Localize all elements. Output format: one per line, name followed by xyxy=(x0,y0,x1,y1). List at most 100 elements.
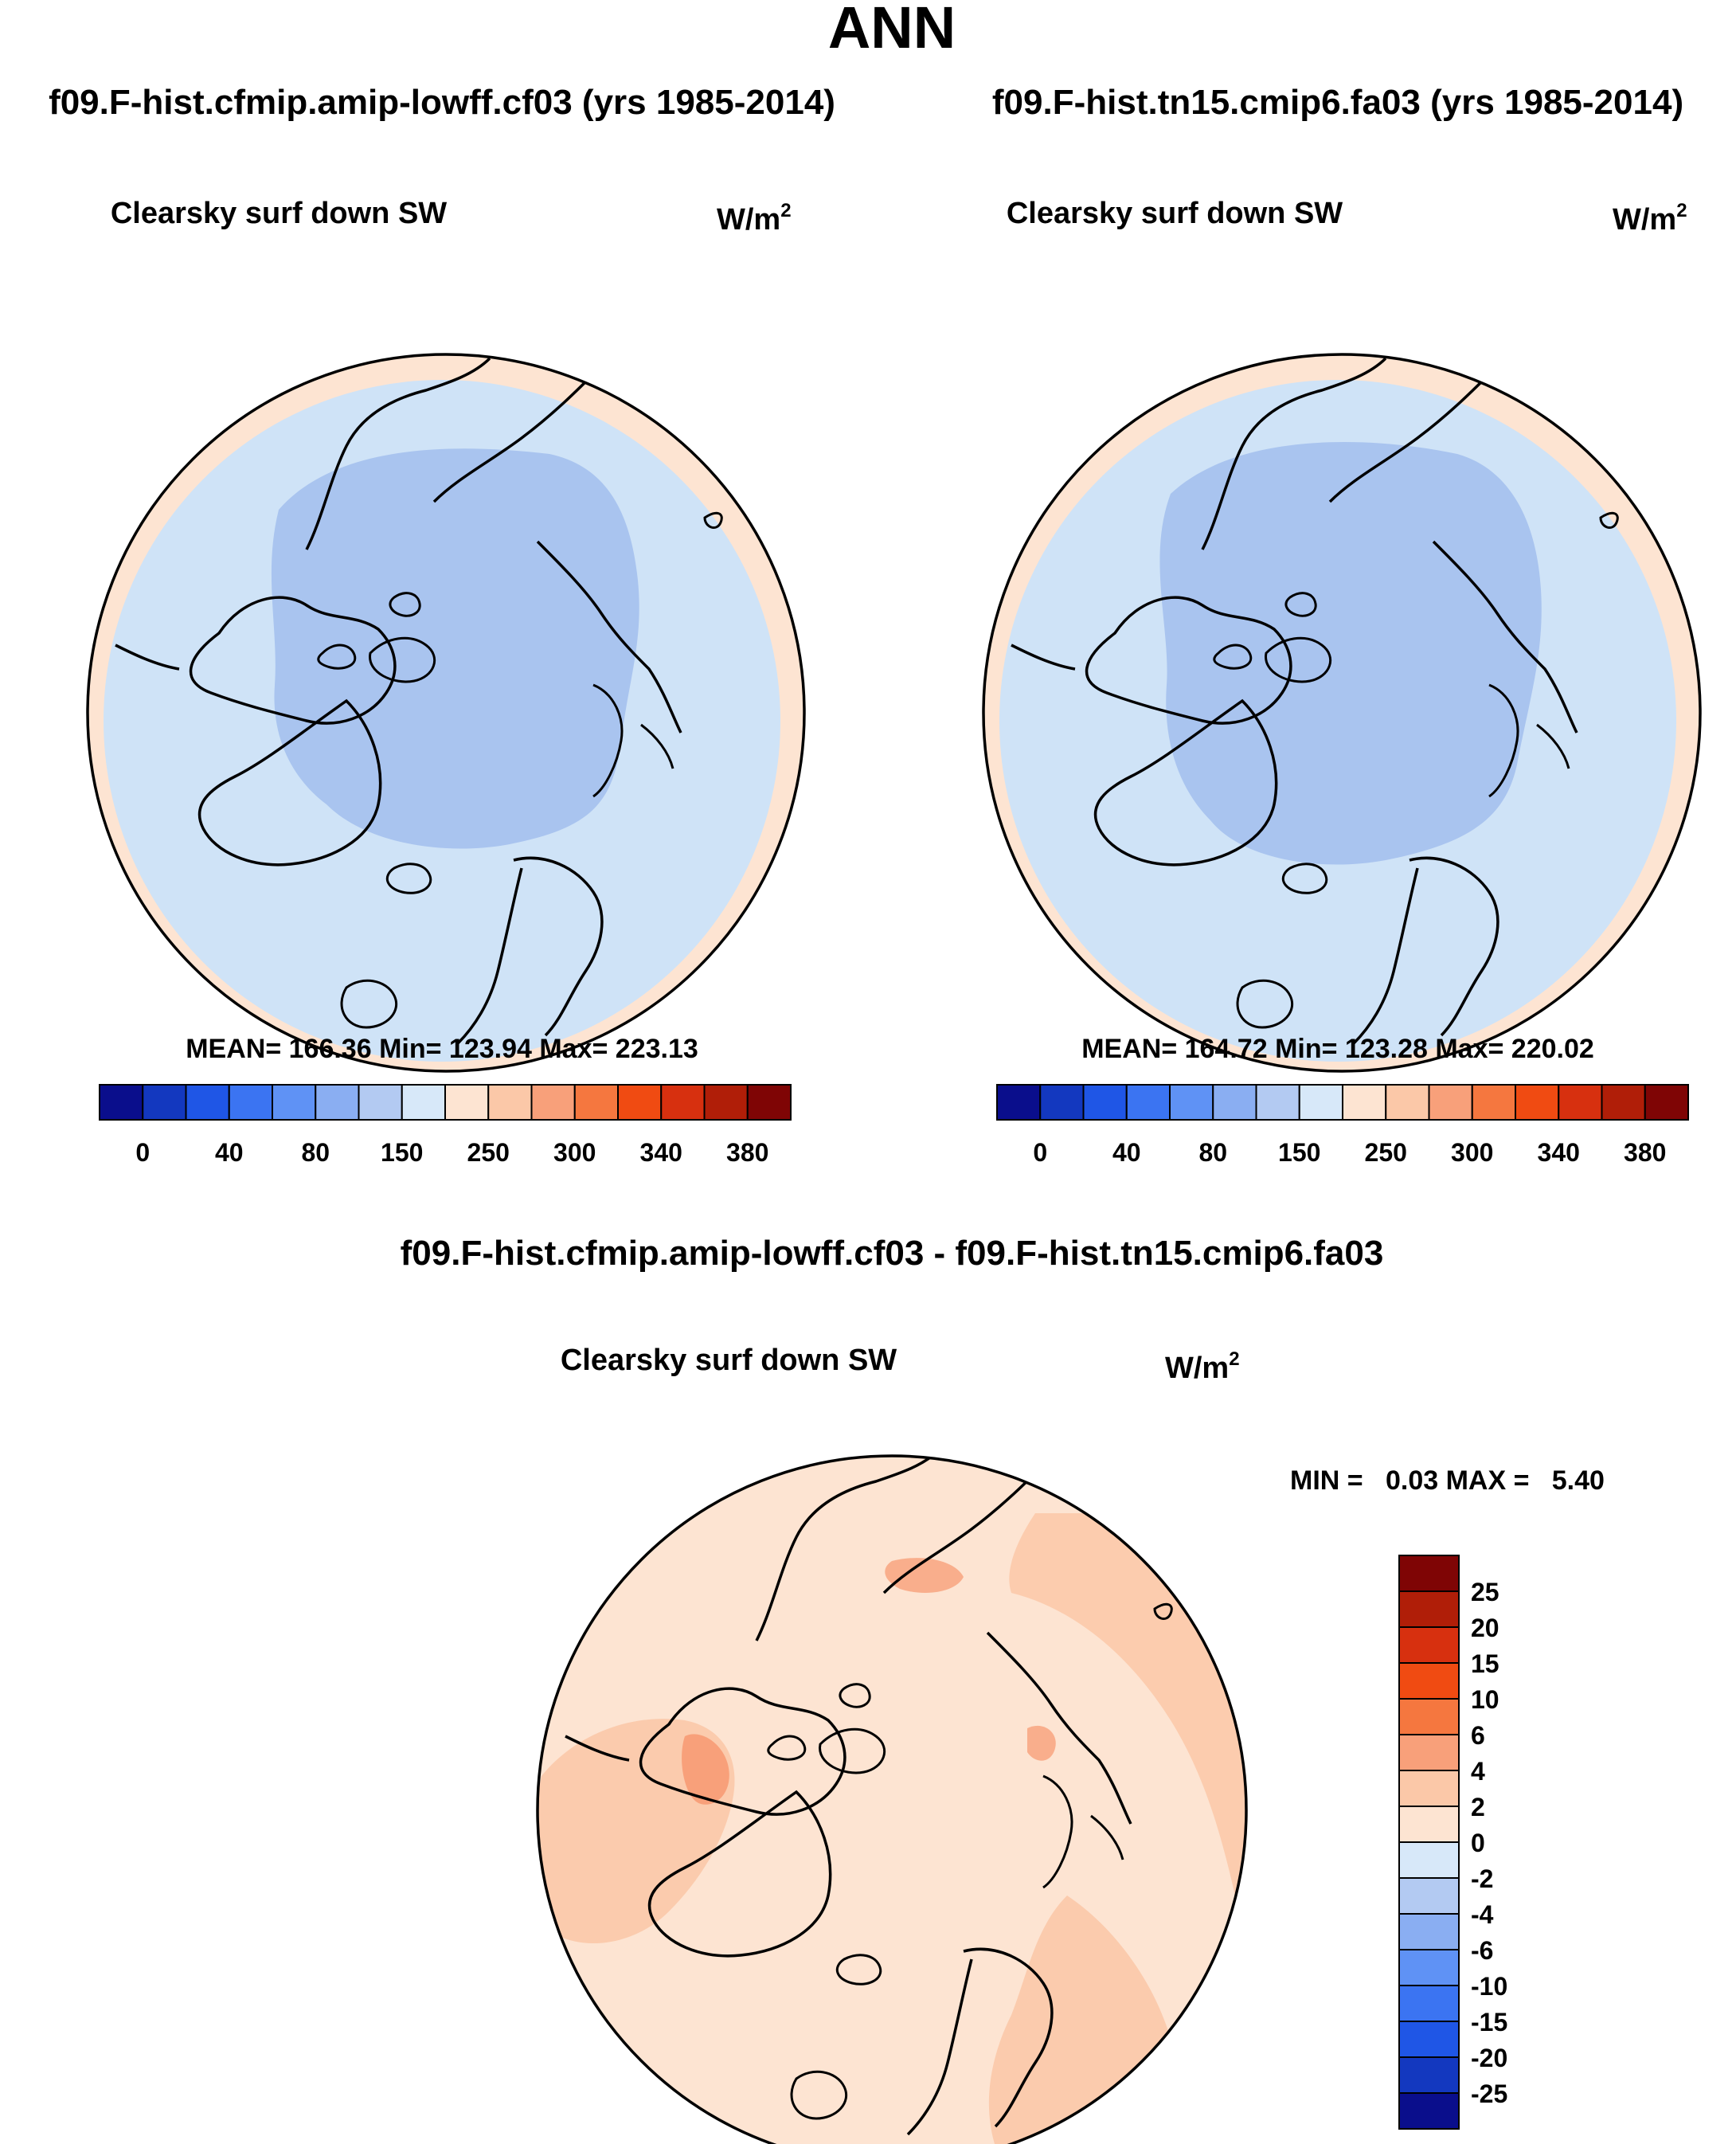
colorbar-c xyxy=(1398,1555,1460,2130)
colorbar-swatch xyxy=(573,1084,619,1121)
colorbar-tick-label: 150 xyxy=(1278,1138,1320,1167)
colorbar-swatch xyxy=(1515,1084,1560,1121)
diff-title: f09.F-hist.cfmip.amip-lowff.cf03 - f09.F… xyxy=(401,1234,1384,1273)
colorbar-tick-label: -20 xyxy=(1471,2044,1507,2072)
colorbar-tick-label: -2 xyxy=(1471,1864,1493,1893)
colorbar-b-labels: 0 40 80 150 250 300 340 380 xyxy=(1033,1138,1666,1167)
colorbar-tick-label: 0 xyxy=(1033,1138,1047,1167)
colorbar-a-labels: 0 40 80 150 250 300 340 380 xyxy=(135,1138,768,1167)
colorbar-tick-label: 4 xyxy=(1471,1757,1485,1786)
colorbar-swatch xyxy=(1255,1084,1300,1121)
colorbar-swatch xyxy=(996,1084,1042,1121)
colorbar-swatch xyxy=(1212,1084,1257,1121)
colorbar-tick-label: 250 xyxy=(1365,1138,1407,1167)
colorbar-swatch xyxy=(315,1084,360,1121)
colorbar-swatch xyxy=(1342,1084,1387,1121)
case-a-stats: MEAN= 166.36 Min= 123.94 Max= 223.13 xyxy=(186,1034,698,1064)
colorbar-tick-label: 20 xyxy=(1471,1614,1499,1642)
colorbar-swatch xyxy=(1398,1913,1460,1950)
colorbar-tick-label: 40 xyxy=(1112,1138,1141,1167)
colorbar-swatch xyxy=(1082,1084,1128,1121)
colorbar-tick-label: 80 xyxy=(301,1138,330,1167)
colorbar-swatch xyxy=(703,1084,749,1121)
map-c-hotspot-east xyxy=(1027,1725,1056,1761)
colorbar-swatch xyxy=(1398,1590,1460,1628)
map-a-outline xyxy=(86,353,806,1073)
colorbar-tick-label: 0 xyxy=(135,1138,150,1167)
map-c-hotspot-west xyxy=(682,1734,729,1805)
colorbar-swatch xyxy=(1601,1084,1646,1121)
colorbar-swatch xyxy=(1398,2056,1460,2094)
colorbar-swatch xyxy=(1169,1084,1214,1121)
case-b-units: W/m2 xyxy=(1613,200,1687,237)
colorbar-swatch xyxy=(1398,1734,1460,1771)
colorbar-swatch xyxy=(1428,1084,1473,1121)
map-a xyxy=(88,354,804,1071)
map-b-polar-cap xyxy=(1159,442,1542,865)
colorbar-b xyxy=(996,1084,1689,1121)
colorbar-swatch xyxy=(1558,1084,1603,1121)
colorbar-tick-label: 15 xyxy=(1471,1649,1499,1678)
colorbar-swatch xyxy=(99,1084,144,1121)
colorbar-swatch xyxy=(660,1084,706,1121)
panel-difference: f09.F-hist.cfmip.amip-lowff.cf03 - f09.F… xyxy=(401,1234,1605,2144)
colorbar-tick-label: 0 xyxy=(1471,1829,1485,1857)
colorbar-swatch xyxy=(1398,1698,1460,1735)
colorbar-swatch xyxy=(746,1084,792,1121)
colorbar-tick-label: 10 xyxy=(1471,1685,1499,1714)
colorbar-tick-label: 2 xyxy=(1471,1793,1485,1821)
colorbar-tick-label: 300 xyxy=(553,1138,596,1167)
colorbar-tick-label: 150 xyxy=(381,1138,423,1167)
colorbar-swatch xyxy=(1398,1877,1460,1915)
colorbar-tick-label: 380 xyxy=(1624,1138,1666,1167)
colorbar-swatch xyxy=(185,1084,230,1121)
colorbar-swatch xyxy=(272,1084,317,1121)
colorbar-swatch xyxy=(1398,1626,1460,1664)
colorbar-swatch xyxy=(1398,1841,1460,1879)
colorbar-a xyxy=(99,1084,792,1121)
colorbar-swatch xyxy=(487,1084,533,1121)
colorbar-tick-label: 6 xyxy=(1471,1721,1485,1750)
map-a-polar-cap xyxy=(271,448,639,849)
map-c-outline xyxy=(536,1454,1248,2144)
colorbar-swatch xyxy=(1398,1662,1460,1700)
colorbar-swatch xyxy=(142,1084,187,1121)
map-c xyxy=(538,1456,1246,2144)
case-b-title: f09.F-hist.tn15.cmip6.fa03 (yrs 1985-201… xyxy=(992,83,1683,122)
colorbar-swatch xyxy=(1398,1555,1460,1592)
panel-case-a: f09.F-hist.cfmip.amip-lowff.cf03 (yrs 19… xyxy=(49,83,835,1167)
colorbar-tick-label: -25 xyxy=(1471,2079,1507,2108)
colorbar-swatch xyxy=(1398,2021,1460,2058)
case-a-units: W/m2 xyxy=(717,200,792,237)
colorbar-tick-label: -4 xyxy=(1471,1900,1494,1929)
colorbar-tick-label: 340 xyxy=(640,1138,682,1167)
diff-units: W/m2 xyxy=(1165,1348,1240,1385)
colorbar-swatch xyxy=(617,1084,663,1121)
case-a-title: f09.F-hist.cfmip.amip-lowff.cf03 (yrs 19… xyxy=(49,83,835,122)
colorbar-swatch xyxy=(401,1084,446,1121)
colorbar-tick-label: 300 xyxy=(1451,1138,1493,1167)
colorbar-tick-label: 25 xyxy=(1471,1578,1499,1606)
case-b-stats: MEAN= 164.72 Min= 123.28 Max= 220.02 xyxy=(1081,1034,1594,1064)
colorbar-swatch xyxy=(1398,1985,1460,2022)
colorbar-swatch xyxy=(1471,1084,1516,1121)
diff-stats: MIN = 0.03 MAX = 5.40 xyxy=(1290,1465,1605,1496)
colorbar-tick-label: 40 xyxy=(215,1138,244,1167)
colorbar-swatch xyxy=(444,1084,490,1121)
case-b-variable: Clearsky surf down SW xyxy=(1007,197,1343,230)
colorbar-tick-label: 380 xyxy=(726,1138,768,1167)
map-c-hotspot-north xyxy=(885,1558,964,1593)
panel-case-b: f09.F-hist.tn15.cmip6.fa03 (yrs 1985-201… xyxy=(982,83,1702,1167)
map-b xyxy=(983,354,1700,1071)
colorbar-swatch xyxy=(1298,1084,1343,1121)
map-b-outline xyxy=(982,353,1702,1073)
colorbar-swatch xyxy=(530,1084,576,1121)
colorbar-swatch xyxy=(1398,1949,1460,1986)
colorbar-swatch xyxy=(1125,1084,1171,1121)
colorbar-tick-label: 340 xyxy=(1538,1138,1580,1167)
colorbar-tick-label: -6 xyxy=(1471,1936,1493,1965)
case-a-variable: Clearsky surf down SW xyxy=(111,197,447,230)
colorbar-swatch xyxy=(1398,1770,1460,1807)
